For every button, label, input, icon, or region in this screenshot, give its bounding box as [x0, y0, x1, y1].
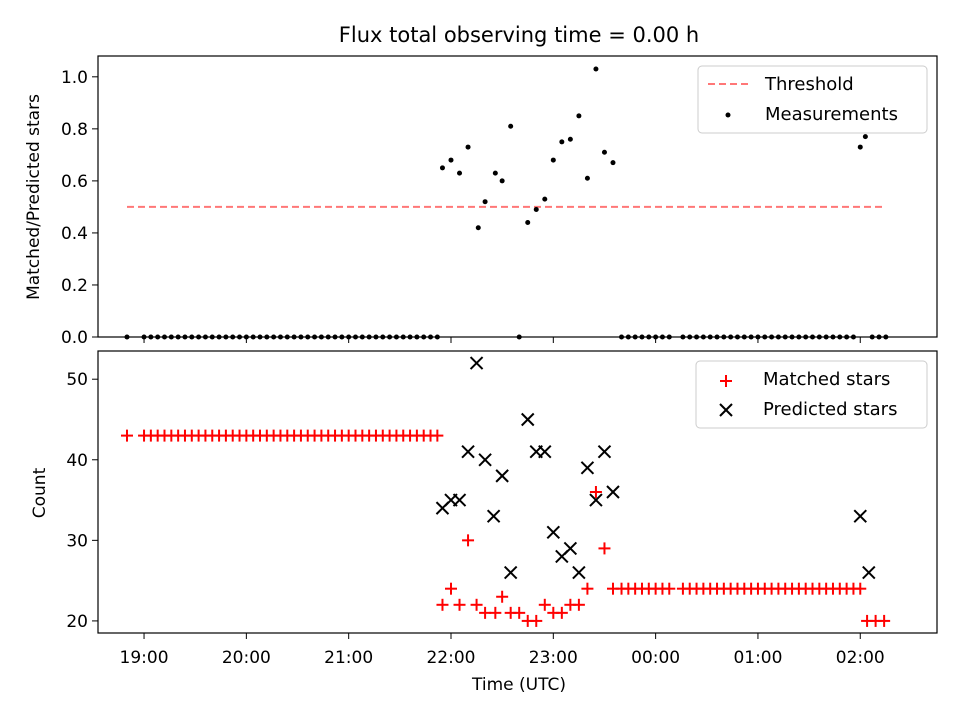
matched-star-point [598, 542, 611, 555]
measurement-point [559, 139, 565, 145]
panel-top: 0.0 0.2 0.4 0.6 0.8 1.0 Matched/Predicted sta… [24, 55, 938, 348]
predicted-star-point [589, 493, 603, 507]
x-tick-label: 22:00 [426, 648, 475, 668]
x-tick-label: 20:00 [222, 648, 271, 668]
measurement-point [457, 170, 463, 176]
x-tick-label: 21:00 [324, 648, 373, 668]
bottom-plot-frame [97, 350, 938, 634]
matched-star-point [120, 429, 133, 442]
measurement-point [465, 144, 471, 150]
matched-star-point [663, 582, 676, 595]
x-tick-label: 01:00 [733, 648, 782, 668]
predicted-star-point [521, 412, 535, 427]
measurement-point [593, 66, 599, 72]
measurement-point [533, 207, 539, 213]
predicted-star-point [452, 493, 467, 507]
legend-predicted-label: Predicted stars [763, 399, 897, 420]
top-ytick-label: 0.6 [61, 172, 88, 192]
matched-star-point [436, 598, 449, 611]
predicted-star-point [606, 485, 620, 499]
bottom-ytick-label: 30 [66, 531, 88, 551]
predicted-star-point [572, 565, 586, 580]
predicted-star-point [495, 469, 509, 483]
legend-matched-swatch [720, 375, 732, 387]
measurement-point [567, 136, 573, 142]
top-plot-frame [97, 55, 938, 338]
matched-star-point [513, 606, 526, 619]
bottom-legend-box [695, 360, 928, 429]
measurement-point [525, 220, 531, 226]
measurement-point [576, 113, 582, 119]
matched-star-point [878, 614, 891, 627]
predicted-star-point [538, 445, 552, 459]
matched-star-point [555, 606, 568, 619]
predicted-star-point [461, 445, 475, 459]
x-tick-label: 02:00 [836, 648, 885, 668]
matched-star-point [581, 582, 594, 595]
measurement-point [499, 178, 505, 184]
matched-star-point [453, 598, 466, 611]
matched-star-point [589, 486, 602, 498]
matched-star-point [444, 582, 457, 595]
top-ytick-label: 0.4 [61, 224, 88, 244]
bottom-legend: Matched stars Predicted stars [695, 360, 928, 429]
x-tick-label: 00:00 [631, 648, 680, 668]
top-ytick-label: 0.2 [61, 276, 88, 296]
bottom-y-axis-label: Count [30, 467, 50, 518]
measurement-point [862, 134, 868, 140]
matched-star-point [854, 582, 867, 595]
chart-title: Flux total observing time = 0.00 h [339, 23, 699, 47]
measurement-point [439, 165, 445, 171]
measurement-point [584, 175, 590, 181]
x-axis-label: Time (UTC) [471, 675, 566, 695]
measurement-point [492, 170, 498, 176]
predicted-star-point [597, 445, 612, 459]
measurement-point [482, 199, 488, 205]
top-y-axis-label: Matched/Predicted stars [24, 94, 44, 300]
legend-measurements-label: Measurements [765, 104, 898, 125]
predicted-star-point [469, 356, 484, 370]
predicted-star-point [486, 509, 501, 523]
predicted-star-point [503, 565, 518, 580]
measurement-point [475, 225, 481, 231]
measurement-point [448, 157, 454, 163]
panel-bottom: 20 30 40 50 19:00 20:00 21:00 22:00 23:00 00:00 0… [30, 350, 938, 695]
matched-star-point [431, 429, 444, 442]
predicted-star-point [853, 509, 867, 523]
measurement-point [601, 149, 607, 155]
measurement-point [610, 160, 616, 166]
matched-star-point [530, 614, 543, 627]
measurement-point [508, 123, 514, 129]
top-legend: Threshold Measurements [697, 65, 928, 134]
matched-star-point [489, 606, 502, 619]
bottom-ytick-label: 40 [66, 451, 88, 471]
top-ytick-label: 0.0 [61, 328, 88, 348]
measurement-point [550, 157, 556, 163]
measurement-point [857, 144, 863, 150]
matched-star-point [462, 534, 475, 547]
legend-predicted-swatch [719, 403, 733, 417]
predicted-star-point [546, 525, 561, 539]
legend-measurements-swatch [725, 112, 731, 118]
matched-star-point [496, 590, 509, 603]
predicted-star-point [580, 461, 595, 475]
x-tick-label: 23:00 [529, 648, 578, 668]
predicted-star-point [563, 541, 578, 556]
top-ytick-label: 0.8 [61, 120, 88, 140]
matched-star-point [470, 598, 483, 611]
matched-star-point [479, 606, 492, 619]
top-ytick-label: 1.0 [61, 68, 88, 88]
x-tick-label: 19:00 [120, 648, 169, 668]
top-legend-box [697, 65, 928, 134]
legend-matched-label: Matched stars [763, 369, 890, 390]
matched-star-point [572, 598, 585, 611]
matched-star-point [538, 598, 551, 611]
predicted-star-point [862, 565, 876, 580]
bottom-ytick-label: 50 [66, 370, 88, 390]
legend-threshold-label: Threshold [764, 74, 854, 95]
predicted-star-point [478, 453, 492, 467]
bottom-ytick-label: 20 [66, 612, 88, 632]
measurement-point [542, 196, 548, 202]
